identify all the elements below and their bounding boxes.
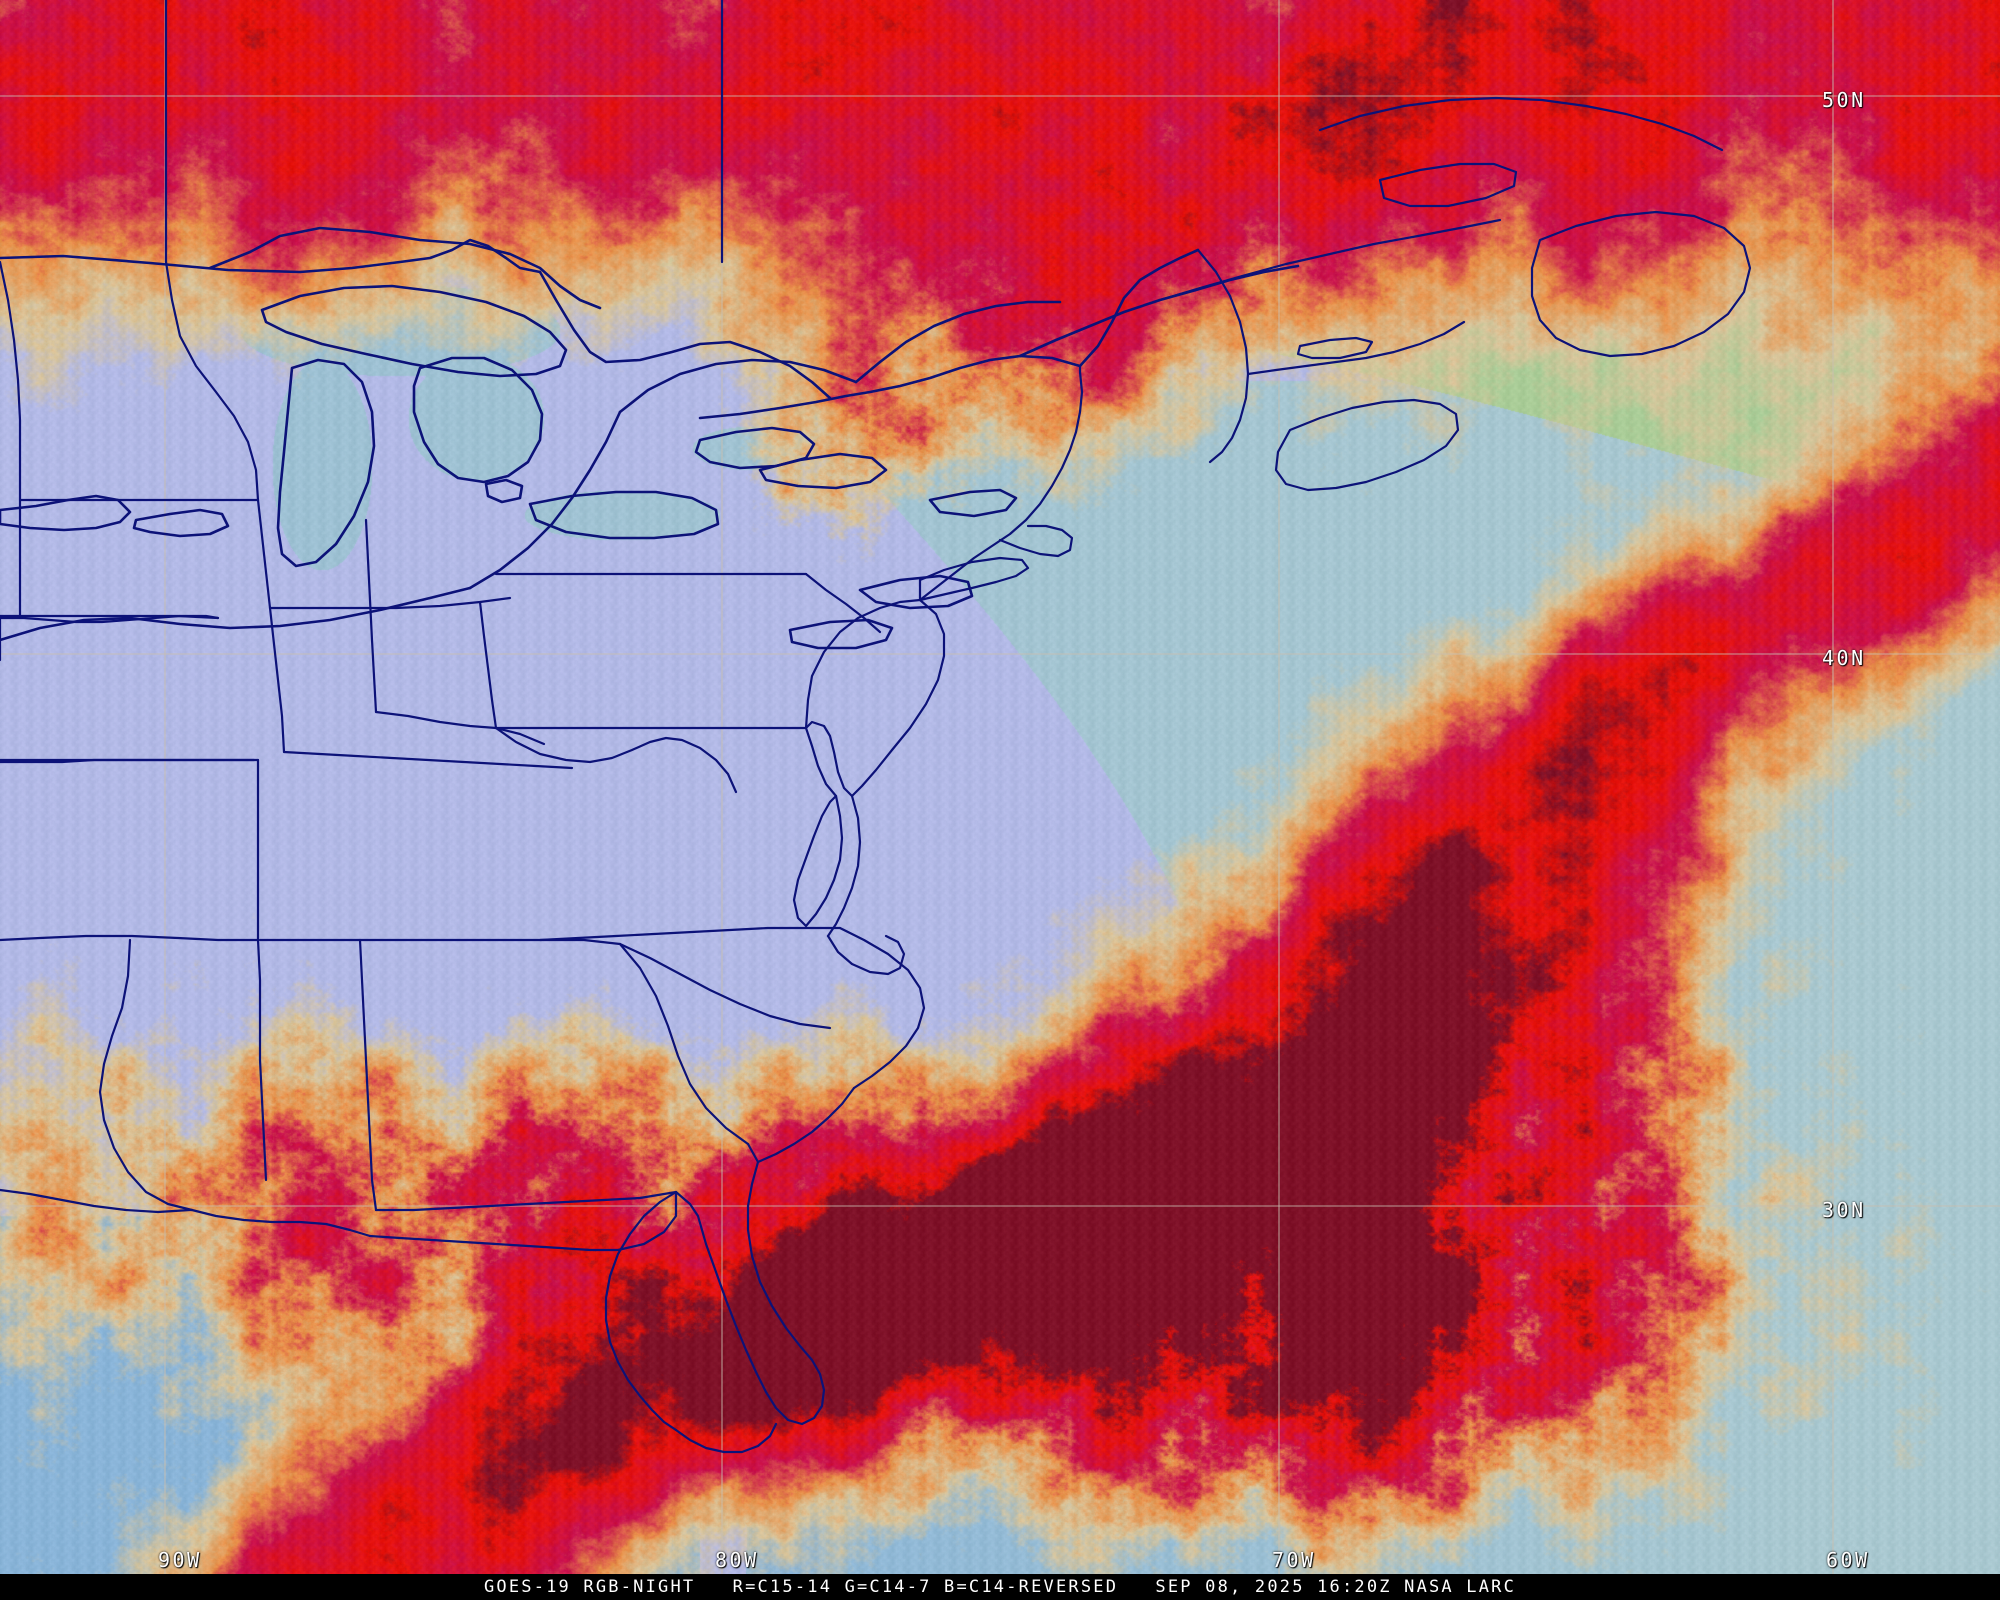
- grid-label-lon-90w: 90W: [158, 1548, 202, 1572]
- grid-label-lat-50n: 50N: [1822, 88, 1866, 112]
- caption-bar: GOES-19 RGB-NIGHT R=C15-14 G=C14-7 B=C14…: [0, 1574, 2000, 1600]
- product-caption: GOES-19 RGB-NIGHT R=C15-14 G=C14-7 B=C14…: [483, 1577, 1517, 1597]
- grid-label-lat-30n: 30N: [1822, 1198, 1866, 1222]
- grid-label-lon-80w: 80W: [715, 1548, 759, 1572]
- grid-label-lon-60w: 60W: [1826, 1548, 1870, 1572]
- grid-label-lat-40n: 40N: [1822, 646, 1866, 670]
- grid-label-lon-70w: 70W: [1272, 1548, 1316, 1572]
